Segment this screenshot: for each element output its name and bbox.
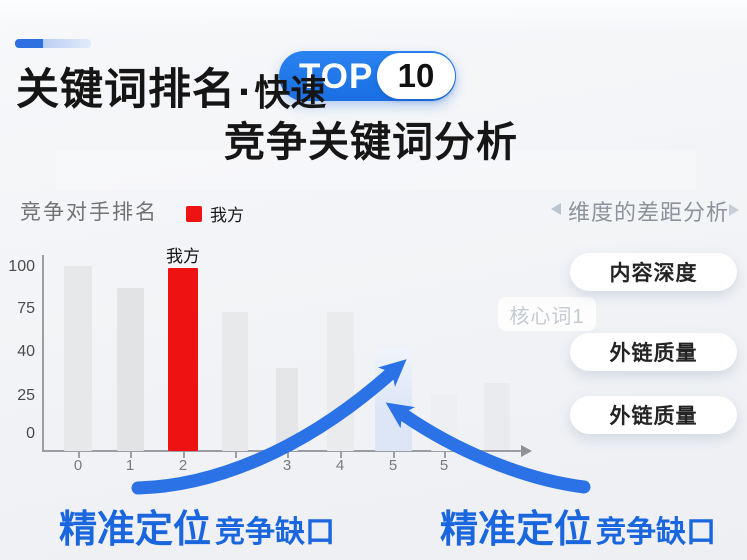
y-axis-tick-label: 40 <box>17 343 35 360</box>
callout-right-em: 精准定位 <box>440 509 593 551</box>
x-axis-tick-label: 1 <box>125 457 135 474</box>
x-axis-tick <box>78 452 80 458</box>
bar-highlighted <box>168 268 198 451</box>
badge-top-text: TOP <box>299 57 374 96</box>
x-axis-tick <box>235 452 237 458</box>
y-axis-tick-label: 100 <box>8 258 35 275</box>
bar <box>431 395 457 451</box>
dimension-pill[interactable]: 外链质量 <box>570 333 737 371</box>
title-accent-bar <box>15 39 91 48</box>
panel-title: 维度的差距分析 <box>568 200 730 225</box>
bar <box>276 368 298 451</box>
x-axis-tick-label: 5 <box>388 457 398 474</box>
badge-number-text: 10 <box>397 57 435 94</box>
top10-badge: TOP 10 <box>279 51 456 101</box>
x-axis-tick-label: 4 <box>335 457 345 474</box>
callout-right: 精准定位 竞争缺口 <box>440 498 716 553</box>
x-axis-tick <box>130 452 132 458</box>
x-axis-arrow-icon <box>521 445 532 457</box>
callout-left-rest: 竞争缺口 <box>215 516 336 549</box>
y-axis-tick-label: 75 <box>17 300 35 317</box>
badge-number-pill: 10 <box>377 53 455 99</box>
bar <box>222 312 248 451</box>
bar <box>64 266 92 451</box>
core-word-chip: 核心词1 <box>498 297 596 331</box>
y-axis-tick-label: 0 <box>26 425 35 442</box>
callout-right-rest: 竞争缺口 <box>596 516 717 549</box>
highlight-bar-label: 我方 <box>166 247 200 266</box>
legend-swatch-icon <box>186 205 202 222</box>
title-main: 关键词排名 <box>16 66 236 114</box>
chart-title: 竞争对手排名 <box>20 201 158 224</box>
chevron-left-icon[interactable] <box>551 203 561 215</box>
y-axis-tick-label: 25 <box>17 387 35 404</box>
bar <box>326 312 354 451</box>
page-title: 关键词排名 · 快速 <box>16 55 326 117</box>
title-fast: 快速 <box>254 72 327 113</box>
chevron-right-icon[interactable] <box>729 204 739 216</box>
dimension-pill[interactable]: 内容深度 <box>570 253 737 291</box>
top-light-band <box>0 0 747 34</box>
x-axis-tick-label: 3 <box>282 457 292 474</box>
x-axis-tick-label: 5 <box>439 457 449 474</box>
title-dot: · <box>238 68 253 116</box>
callout-left: 精准定位 竞争缺口 <box>59 498 335 553</box>
x-axis-tick-label: 0 <box>73 457 83 474</box>
legend-label: 我方 <box>210 206 244 225</box>
bar <box>116 288 144 451</box>
callout-left-em: 精准定位 <box>59 509 212 551</box>
chart-legend: 我方 <box>186 201 244 226</box>
y-axis-line <box>42 255 44 452</box>
x-axis-tick-label: 2 <box>178 457 188 474</box>
background-ghost-band <box>56 150 696 190</box>
dimension-pill[interactable]: 外链质量 <box>570 396 737 434</box>
bar <box>374 349 412 451</box>
page-subtitle: 竞争关键词分析 <box>224 119 518 165</box>
